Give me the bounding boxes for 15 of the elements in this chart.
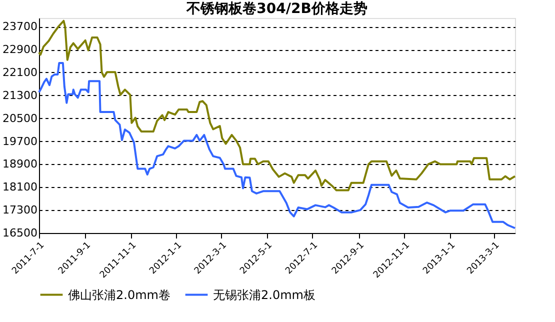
y-tick-label: 23700 (2, 20, 38, 34)
y-tick-label: 18100 (2, 180, 38, 194)
y-tick-label: 22100 (2, 66, 38, 79)
y-tick-label: 20500 (2, 112, 38, 125)
line-series (38, 62, 516, 230)
y-tick-label: 22900 (2, 43, 38, 56)
y-tick-label: 19700 (2, 134, 38, 148)
y-tick-label: 18900 (2, 158, 38, 171)
y-tick-label: 16500 (2, 226, 38, 240)
y-tick-label: 17300 (2, 204, 38, 217)
line-series (38, 20, 516, 192)
legend-label: 无锡张浦2.0mm板 (213, 288, 316, 302)
y-tick-label: 21300 (2, 88, 38, 102)
legend-label: 佛山张浦2.0mm卷 (68, 288, 170, 302)
chart-title: 不锈钢板卷304/2B价格走势 (186, 1, 368, 17)
